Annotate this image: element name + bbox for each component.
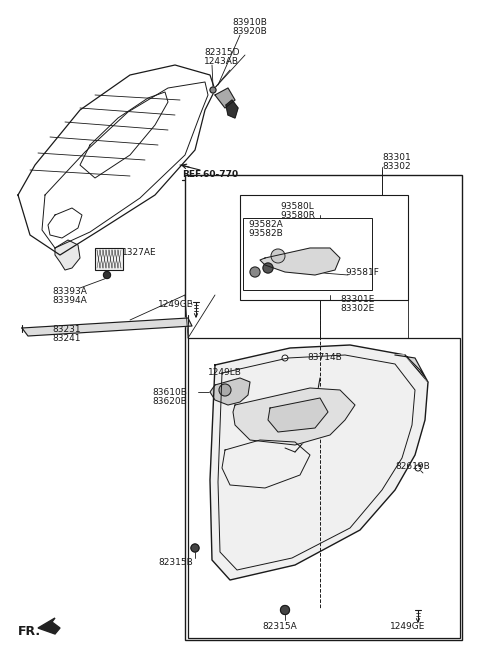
Text: 83302E: 83302E — [340, 304, 374, 313]
Text: FR.: FR. — [18, 625, 41, 638]
Polygon shape — [22, 318, 192, 336]
Polygon shape — [215, 88, 235, 108]
Text: 83393A: 83393A — [52, 287, 87, 296]
Text: 93582A: 93582A — [248, 220, 283, 229]
Text: 83394A: 83394A — [52, 296, 87, 305]
Circle shape — [280, 605, 289, 614]
Polygon shape — [210, 378, 250, 405]
Text: 83301E: 83301E — [340, 295, 374, 304]
Text: 82315A: 82315A — [262, 622, 297, 631]
Polygon shape — [233, 388, 355, 445]
Text: 93581F: 93581F — [345, 268, 379, 277]
Text: 83231: 83231 — [52, 325, 81, 334]
Bar — [243, 218, 372, 290]
Polygon shape — [395, 355, 428, 382]
Text: 93580R: 93580R — [280, 211, 315, 220]
Text: 93582B: 93582B — [248, 229, 283, 238]
Polygon shape — [210, 345, 428, 580]
Circle shape — [191, 544, 199, 552]
Bar — [188, 338, 460, 638]
Text: 83302: 83302 — [382, 162, 410, 171]
Text: 82315D: 82315D — [204, 48, 240, 57]
Circle shape — [104, 272, 110, 278]
Circle shape — [210, 87, 216, 93]
Text: 83714B: 83714B — [307, 353, 342, 362]
Text: 1249LB: 1249LB — [208, 368, 242, 377]
Text: 1249GE: 1249GE — [158, 300, 193, 309]
Circle shape — [263, 263, 273, 273]
Text: 1243AB: 1243AB — [204, 57, 239, 66]
Text: 1327AE: 1327AE — [122, 248, 156, 257]
Circle shape — [282, 355, 288, 361]
Polygon shape — [38, 618, 60, 634]
Circle shape — [250, 267, 260, 277]
Text: 83301: 83301 — [382, 153, 411, 162]
Text: 82619B: 82619B — [395, 462, 430, 471]
Text: 83241: 83241 — [52, 334, 81, 343]
Text: 93580L: 93580L — [280, 202, 314, 211]
Text: 83610B: 83610B — [152, 388, 187, 397]
Polygon shape — [55, 240, 80, 270]
Text: 83920B: 83920B — [232, 27, 267, 36]
Polygon shape — [268, 398, 328, 432]
Polygon shape — [260, 248, 340, 275]
Text: 1249GE: 1249GE — [390, 622, 425, 631]
Text: 82315B: 82315B — [158, 558, 193, 567]
Text: 83910B: 83910B — [232, 18, 267, 27]
Text: 83620B: 83620B — [152, 397, 187, 406]
Circle shape — [415, 465, 421, 471]
Bar — [240, 195, 408, 300]
Text: REF.60-770: REF.60-770 — [182, 170, 238, 179]
Bar — [95, 248, 123, 270]
Bar — [185, 175, 462, 640]
Polygon shape — [226, 100, 238, 118]
Circle shape — [271, 249, 285, 263]
Circle shape — [219, 384, 231, 396]
Polygon shape — [18, 65, 215, 255]
